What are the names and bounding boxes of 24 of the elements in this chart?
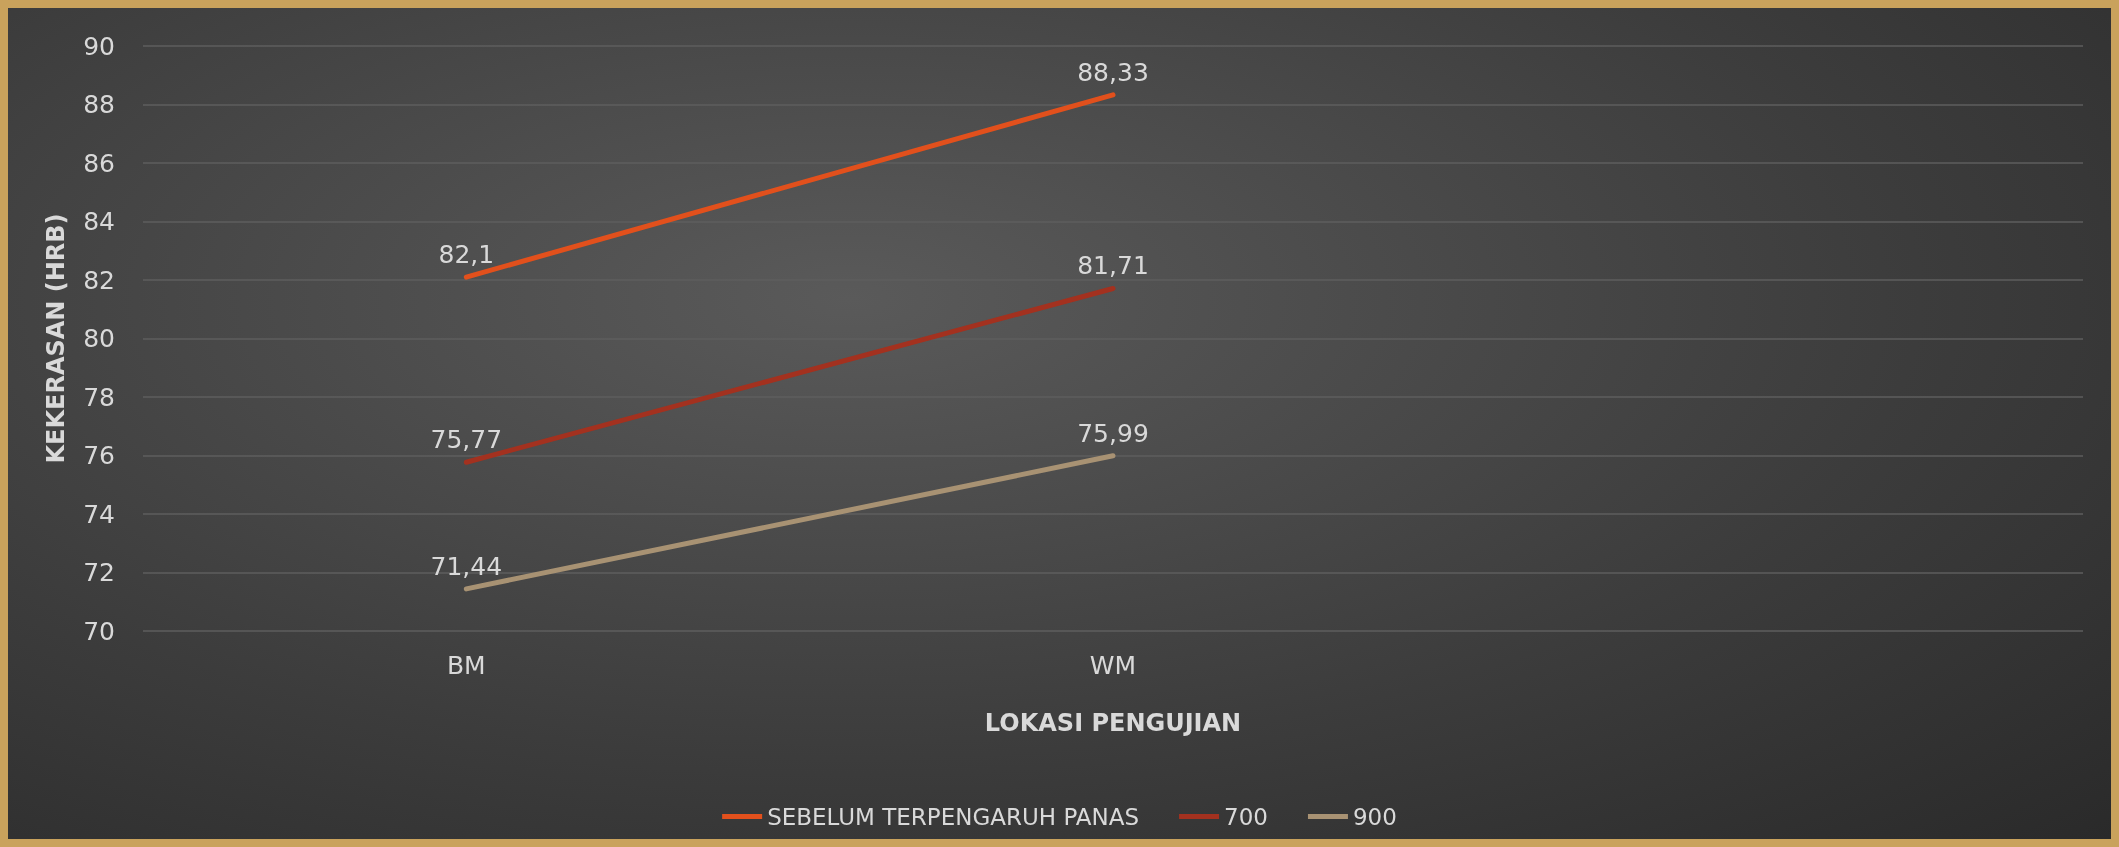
y-tick-label: 88 [83,90,115,119]
legend-label: 900 [1352,803,1397,830]
data-label: 82,1 [438,240,495,270]
data-label: 71,44 [430,551,503,581]
x-tick-label: BM [446,651,486,680]
y-tick-label: 72 [83,558,115,587]
data-label: 75,99 [1077,418,1149,448]
x-tick-label: WM [1089,651,1137,680]
y-tick-label: 76 [83,441,115,470]
y-tick-label: 84 [83,207,115,236]
y-tick-label: 86 [83,148,115,178]
y-tick-label: 80 [83,324,115,353]
y-tick-label: 78 [83,382,115,412]
y-axis-title: KEKERASAN (HRB) [42,213,70,464]
data-label: 88,33 [1077,57,1149,87]
data-label: 81,71 [1077,251,1149,281]
y-tick-label: 74 [83,499,115,529]
y-tick-label: 90 [83,31,115,61]
legend-label: SEBELUM TERPENGARUH PANAS [767,803,1140,830]
y-tick-label: 70 [83,616,115,646]
y-tick-label: 82 [83,265,115,295]
x-axis-title: LOKASI PENGUJIAN [984,709,1242,737]
data-label: 75,77 [430,425,503,455]
legend-label: 700 [1224,803,1268,830]
